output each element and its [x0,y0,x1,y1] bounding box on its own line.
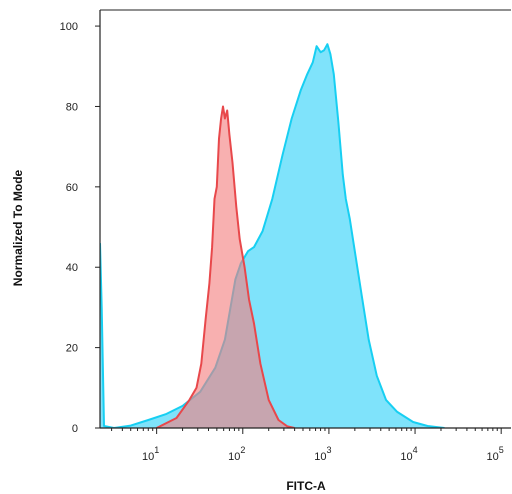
x-tick-label-10: 101 [142,445,159,463]
x-tick-label-10000: 104 [400,445,417,463]
y-axis-label: Normalized To Mode [11,169,25,286]
series-layer [100,43,445,428]
series-1-area [100,44,445,428]
x-tick-label-100: 102 [228,445,245,463]
series-1-line [100,43,445,428]
series-2-area [156,106,295,428]
x-tick-label-1000: 103 [314,445,331,463]
axes-layer [99,9,511,429]
y-tick-label-40: 40 [66,262,78,274]
y-tick-label-20: 20 [66,343,78,355]
y-tick-label-80: 80 [66,101,78,113]
series-2-line [156,105,295,428]
y-tick-label-60: 60 [66,182,78,194]
y-tick-label-100: 100 [60,21,78,33]
y-tick-label-0: 0 [72,423,78,435]
x-tick-label-100000: 105 [487,445,504,463]
x-axis-label: FITC-A [286,479,326,493]
ticks-layer: 0 20 40 60 80 100 101 102 103 104 105 [60,21,504,463]
